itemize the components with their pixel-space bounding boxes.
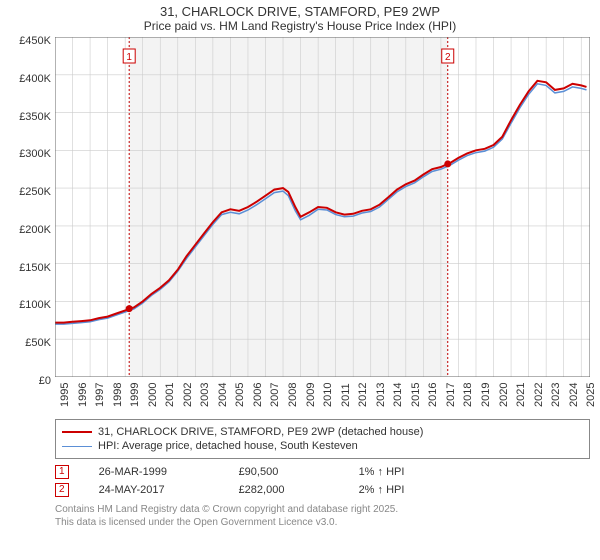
legend-swatch <box>62 431 92 433</box>
x-tick-label: 2011 <box>340 383 352 407</box>
sale-price: £282,000 <box>239 484 329 496</box>
credit-line2: This data is licensed under the Open Gov… <box>55 516 590 529</box>
legend: 31, CHARLOCK DRIVE, STAMFORD, PE9 2WP (d… <box>55 419 590 459</box>
x-tick-label: 1998 <box>112 383 124 407</box>
plot-area: 12 <box>55 37 590 377</box>
sale-price: £90,500 <box>239 466 329 478</box>
sale-hpi-delta: 1% ↑ HPI <box>359 466 405 478</box>
sale-hpi-delta: 2% ↑ HPI <box>359 484 405 496</box>
y-tick-label: £100K <box>1 299 51 311</box>
x-axis: 1995 1996 1997 1998 1999 2000 2001 2002 2003 2004… <box>55 377 590 413</box>
y-tick-label: £0 <box>1 375 51 387</box>
y-tick-label: £300K <box>1 148 51 160</box>
x-tick-label: 2013 <box>375 383 387 407</box>
x-tick-label: 1999 <box>129 383 141 407</box>
x-tick-label: 2018 <box>462 383 474 407</box>
x-tick-label: 2004 <box>217 383 229 407</box>
legend-item: HPI: Average price, detached house, Sout… <box>62 440 583 452</box>
x-tick-label: 2001 <box>164 383 176 407</box>
x-tick-label: 1996 <box>77 383 89 407</box>
x-tick-label: 2025 <box>585 383 597 407</box>
legend-swatch <box>62 446 92 447</box>
credit-line1: Contains HM Land Registry data © Crown c… <box>55 503 590 516</box>
x-tick-label: 1995 <box>59 383 71 407</box>
x-tick-label: 2020 <box>498 383 510 407</box>
title-subtitle: Price paid vs. HM Land Registry's House … <box>0 19 600 33</box>
y-tick-label: £200K <box>1 224 51 236</box>
x-tick-label: 2006 <box>252 383 264 407</box>
sale-marker-box: 1 <box>55 465 69 479</box>
x-tick-label: 2019 <box>480 383 492 407</box>
y-tick-label: £250K <box>1 186 51 198</box>
y-tick-label: £450K <box>1 35 51 47</box>
x-tick-label: 2008 <box>287 383 299 407</box>
chart-titles: 31, CHARLOCK DRIVE, STAMFORD, PE9 2WP Pr… <box>0 0 600 33</box>
x-tick-label: 2016 <box>427 383 439 407</box>
x-tick-label: 2002 <box>182 383 194 407</box>
x-tick-label: 2000 <box>147 383 159 407</box>
credit: Contains HM Land Registry data © Crown c… <box>55 503 590 529</box>
svg-text:2: 2 <box>445 52 451 63</box>
sale-date: 24-MAY-2017 <box>99 484 209 496</box>
sales-table: 1 26-MAR-1999 £90,500 1% ↑ HPI 2 24-MAY-2017 £… <box>55 465 590 497</box>
x-tick-label: 2024 <box>568 383 580 407</box>
x-tick-label: 2022 <box>533 383 545 407</box>
x-tick-label: 2015 <box>410 383 422 407</box>
legend-item: 31, CHARLOCK DRIVE, STAMFORD, PE9 2WP (d… <box>62 426 583 438</box>
line-chart-svg: 12 <box>55 37 590 377</box>
legend-label: 31, CHARLOCK DRIVE, STAMFORD, PE9 2WP (d… <box>98 426 423 438</box>
x-tick-label: 2023 <box>550 383 562 407</box>
y-tick-label: £50K <box>1 337 51 349</box>
x-tick-label: 2009 <box>305 383 317 407</box>
x-tick-label: 2021 <box>515 383 527 407</box>
x-tick-label: 2005 <box>234 383 246 407</box>
y-tick-label: £350K <box>1 111 51 123</box>
x-tick-label: 2010 <box>322 383 334 407</box>
x-tick-label: 1997 <box>94 383 106 407</box>
x-tick-label: 2017 <box>445 383 457 407</box>
title-address: 31, CHARLOCK DRIVE, STAMFORD, PE9 2WP <box>0 4 600 19</box>
sale-row: 2 24-MAY-2017 £282,000 2% ↑ HPI <box>55 483 590 497</box>
x-tick-label: 2012 <box>357 383 369 407</box>
y-tick-label: £400K <box>1 73 51 85</box>
x-tick-label: 2007 <box>269 383 281 407</box>
sale-row: 1 26-MAR-1999 £90,500 1% ↑ HPI <box>55 465 590 479</box>
sale-marker-box: 2 <box>55 483 69 497</box>
y-tick-label: £150K <box>1 262 51 274</box>
sale-date: 26-MAR-1999 <box>99 466 209 478</box>
svg-text:1: 1 <box>126 52 132 63</box>
legend-label: HPI: Average price, detached house, Sout… <box>98 440 358 452</box>
x-tick-label: 2014 <box>392 383 404 407</box>
x-tick-label: 2003 <box>199 383 211 407</box>
